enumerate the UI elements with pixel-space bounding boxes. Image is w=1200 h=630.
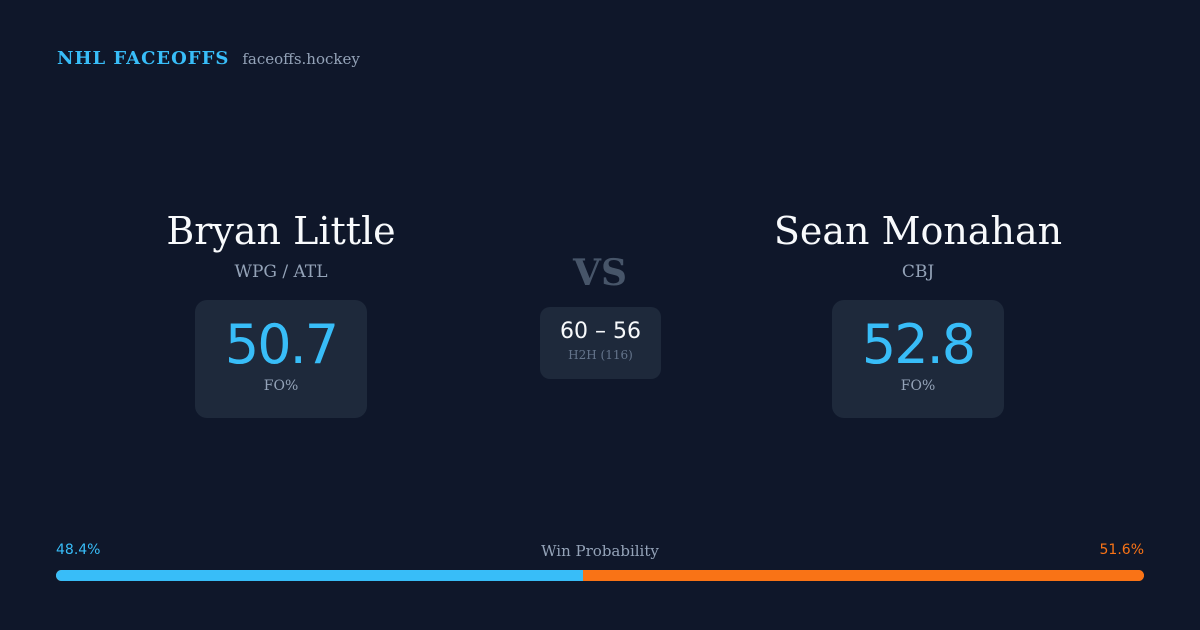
win-probability-fill-left [56, 570, 583, 581]
win-probability-labels: 48.4% Win Probability 51.6% [56, 542, 1144, 564]
win-probability-bar [56, 570, 1144, 581]
player-right-team: CBJ [901, 262, 935, 282]
player-left-team: WPG / ATL [234, 262, 328, 282]
player-left: Bryan Little WPG / ATL 50.7 FO% [71, 206, 491, 418]
player-right: Sean Monahan CBJ 52.8 FO% [708, 206, 1128, 418]
player-left-fo-card: 50.7 FO% [195, 300, 367, 418]
brand-name: NHL FACEOFFS [57, 48, 230, 69]
player-left-fo-value: 50.7 [224, 313, 339, 376]
player-right-fo-label: FO% [900, 378, 936, 394]
brand-header: NHL FACEOFFS faceoffs.hockey [57, 48, 360, 69]
versus-label: VS [573, 252, 627, 294]
head-to-head-label: H2H (116) [568, 348, 633, 362]
win-probability-fill-right [582, 570, 1144, 581]
win-probability-title: Win Probability [541, 542, 659, 560]
win-probability-left: 48.4% [56, 542, 101, 558]
player-left-fo-label: FO% [263, 378, 299, 394]
player-right-fo-card: 52.8 FO% [832, 300, 1004, 418]
brand-site: faceoffs.hockey [242, 50, 360, 68]
win-probability-right: 51.6% [1099, 542, 1144, 558]
player-right-name: Sean Monahan [773, 209, 1063, 253]
head-to-head-score: 60 – 56 [560, 319, 641, 344]
player-right-fo-value: 52.8 [861, 313, 976, 376]
player-left-name: Bryan Little [166, 209, 396, 253]
head-to-head-card: 60 – 56 H2H (116) [540, 307, 661, 379]
